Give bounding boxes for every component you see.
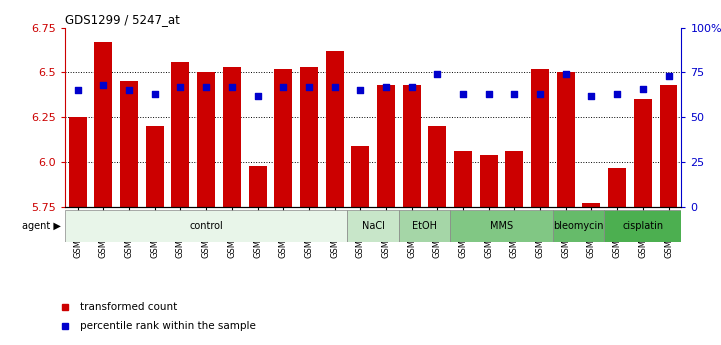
Bar (120, 81, 138, 207)
Text: percentile rank within the sample: percentile rank within the sample (80, 321, 256, 331)
Bar (557, 72, 575, 207)
Point (432, 71, 443, 77)
Bar (402, 85, 420, 207)
Point (123, 88, 135, 93)
Point (457, 91, 469, 97)
Bar (531, 69, 549, 207)
Text: NaCl: NaCl (362, 221, 384, 231)
Bar (65, 210, 348, 241)
Text: cisplatin: cisplatin (622, 221, 663, 231)
Bar (604, 210, 681, 241)
Text: MMS: MMS (490, 221, 513, 231)
Bar (479, 155, 497, 207)
Point (611, 91, 623, 97)
Point (483, 91, 495, 97)
Text: control: control (190, 221, 223, 231)
Point (200, 84, 212, 90)
Bar (583, 204, 601, 207)
Text: GDS1299 / 5247_at: GDS1299 / 5247_at (65, 13, 180, 27)
Text: bleomycin: bleomycin (553, 221, 604, 231)
Bar (351, 146, 369, 207)
Bar (326, 51, 344, 207)
Point (174, 84, 186, 90)
Bar (377, 85, 395, 207)
Bar (94, 42, 112, 207)
Text: agent ▶: agent ▶ (22, 221, 61, 231)
Bar (660, 85, 678, 207)
Point (534, 91, 546, 97)
Bar (249, 166, 267, 207)
Point (226, 84, 238, 90)
Point (637, 86, 649, 91)
Bar (348, 210, 399, 241)
Bar (428, 126, 446, 207)
Bar (146, 126, 164, 207)
Point (72, 88, 84, 93)
Bar (450, 210, 553, 241)
Text: EtOH: EtOH (412, 221, 437, 231)
Bar (608, 168, 626, 207)
Point (149, 91, 161, 97)
Bar (454, 151, 472, 207)
Point (406, 84, 417, 90)
Bar (274, 69, 292, 207)
Point (278, 84, 289, 90)
Point (508, 91, 520, 97)
Point (329, 84, 340, 90)
Bar (223, 67, 241, 207)
Bar (553, 210, 604, 241)
Text: transformed count: transformed count (80, 302, 177, 312)
Point (303, 84, 314, 90)
Bar (172, 62, 190, 207)
Point (380, 84, 392, 90)
Point (355, 88, 366, 93)
Bar (505, 151, 523, 207)
Bar (197, 72, 215, 207)
Point (585, 93, 597, 99)
Point (560, 71, 572, 77)
Bar (399, 210, 450, 241)
Bar (300, 67, 318, 207)
Point (663, 73, 674, 79)
Point (252, 93, 263, 99)
Point (97, 82, 109, 88)
Bar (68, 117, 87, 207)
Bar (634, 99, 652, 207)
